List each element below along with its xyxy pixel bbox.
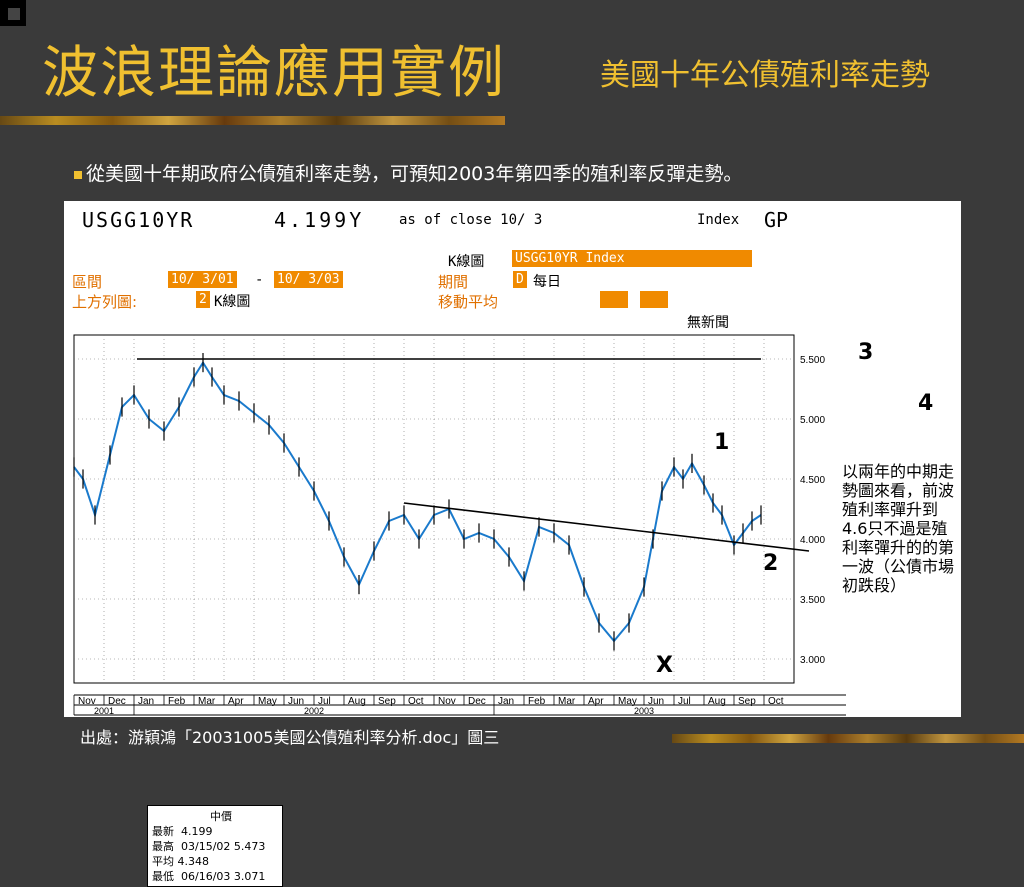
x-tick-label: May (258, 696, 277, 707)
ma-field-2[interactable] (640, 291, 668, 308)
y-tick-label: 3.000 (800, 655, 825, 666)
x-tick-label: Feb (528, 696, 546, 707)
wave-label-x: X (656, 653, 673, 678)
gp-label: GP (764, 208, 789, 232)
ma-field-1[interactable] (600, 291, 628, 308)
trend-line (403, 502, 810, 552)
period-text: 每日 (533, 274, 561, 290)
slide-title: 波浪理論應用實例 (42, 41, 506, 106)
yield-chart: 5.500 5.000 4.500 4.000 3.500 3.000 Nov Dec Jan F… (73, 334, 846, 716)
footer-band (672, 734, 1024, 743)
year-label: 2003 (634, 706, 654, 716)
ticker: USGG10YR (82, 208, 195, 232)
x-tick-label: Oct (768, 696, 784, 707)
annotation-note: 以兩年的中期走勢圖來看，前波殖利率彈升到4.6只不過是殖利率彈升的的第一波（公債… (842, 462, 955, 595)
y-tick-label: 4.500 (800, 475, 825, 486)
period-label: 期間 (438, 273, 469, 291)
range-to-field[interactable]: 10/ 3/03 (274, 271, 343, 288)
price-legend: 中價 最新 4.199 最高 03/15/02 5.473 平均 4.348 最… (147, 805, 283, 887)
x-tick-label: Apr (228, 696, 244, 707)
x-tick-label: Jul (678, 696, 691, 707)
x-tick-label: Jun (288, 696, 304, 707)
x-tick-label: May (618, 696, 637, 707)
bullet-text: 從美國十年期政府公債殖利率走勢，可預知2003年第四季的殖利率反彈走勢。 (86, 163, 743, 185)
year-label: 2002 (304, 706, 324, 716)
legend-row-avg: 平均 4.348 (152, 855, 209, 868)
asof-text: as of close 10/ 3 (399, 212, 543, 228)
x-tick-label: Feb (168, 696, 186, 707)
title-divider-band (0, 116, 505, 125)
x-tick-label: Dec (468, 696, 486, 707)
legend-title: 中價 (210, 810, 232, 823)
x-tick-label: Nov (78, 696, 96, 707)
wave-label-3: 3 (858, 340, 874, 365)
moving-average-label: 移動平均 (438, 293, 499, 311)
y-tick-label: 5.000 (800, 415, 825, 426)
x-tick-label: Jul (318, 696, 331, 707)
y-tick-label: 5.500 (800, 355, 825, 366)
legend-row-low: 最低 06/16/03 3.071 (152, 870, 266, 883)
news-text: 無新聞 (687, 315, 729, 331)
wave-label-4: 4 (918, 391, 934, 416)
wave-label-2: 2 (763, 551, 779, 576)
index-label: Index (697, 212, 740, 228)
x-tick-label: Dec (108, 696, 126, 707)
x-tick-label: Mar (558, 696, 576, 707)
range-dash: - (255, 272, 264, 288)
x-tick-label: Aug (708, 696, 726, 707)
x-tick-label: Aug (348, 696, 366, 707)
legend-row-high: 最高 03/15/02 5.473 (152, 840, 266, 853)
chart-kind-label: K線圖 (448, 254, 485, 270)
period-code-field[interactable]: D (513, 271, 527, 288)
upper-text: K線圖 (214, 294, 251, 310)
bloomberg-chart-panel: USGG10YR 4.199Y as of close 10/ 3 Index … (64, 201, 961, 887)
x-tick-label: Jun (648, 696, 664, 707)
x-tick-label: Sep (738, 696, 756, 707)
x-tick-label: Mar (198, 696, 216, 707)
x-tick-label: Nov (438, 696, 456, 707)
price: 4.199Y (274, 208, 365, 232)
wave-label-1: 1 (714, 430, 730, 455)
upper-chart-label: 上方列圖: (72, 293, 138, 311)
security-field[interactable]: USGG10YR Index (512, 250, 752, 267)
range-from-field[interactable]: 10/ 3/01 (168, 271, 237, 288)
x-tick-label: Apr (588, 696, 604, 707)
slide-subtitle: 美國十年公債殖利率走勢 (600, 58, 930, 93)
year-label: 2001 (94, 706, 114, 716)
y-tick-label: 4.000 (800, 535, 825, 546)
x-tick-label: Jan (138, 696, 154, 707)
y-tick-label: 3.500 (800, 595, 825, 606)
x-tick-label: Sep (378, 696, 396, 707)
bullet-point: 從美國十年期政府公債殖利率走勢，可預知2003年第四季的殖利率反彈走勢。 (74, 159, 742, 186)
legend-row-latest: 最新 4.199 (152, 825, 213, 838)
yield-series-line (73, 360, 762, 643)
slide-corner-mark (0, 0, 26, 26)
upper-num-field[interactable]: 2 (196, 291, 210, 308)
x-tick-label: Oct (408, 696, 424, 707)
bullet-square-icon (74, 170, 82, 179)
range-label: 區間 (72, 273, 103, 291)
x-tick-label: Jan (498, 696, 514, 707)
source-citation: 出處：游穎鴻「20031005美國公債殖利率分析.doc」圖三 (80, 728, 500, 747)
